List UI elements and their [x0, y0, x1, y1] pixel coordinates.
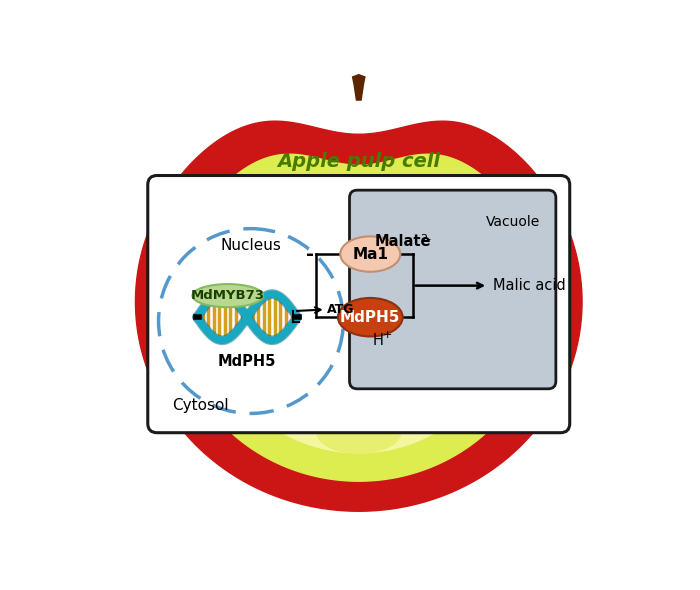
Polygon shape — [209, 183, 509, 453]
Ellipse shape — [316, 412, 401, 454]
Polygon shape — [353, 75, 365, 100]
Text: MdMYB73: MdMYB73 — [191, 289, 265, 302]
FancyBboxPatch shape — [148, 175, 570, 432]
Text: H: H — [372, 333, 384, 348]
FancyBboxPatch shape — [349, 190, 556, 389]
Text: MdPH5: MdPH5 — [218, 354, 276, 369]
Text: ATG: ATG — [327, 303, 355, 316]
Text: 2-: 2- — [420, 234, 431, 244]
Ellipse shape — [340, 237, 400, 272]
Polygon shape — [174, 154, 543, 481]
Text: Malate: Malate — [374, 234, 430, 249]
Text: Nucleus: Nucleus — [220, 238, 281, 253]
Text: +: + — [383, 330, 392, 339]
Text: Ma1: Ma1 — [352, 247, 389, 261]
Ellipse shape — [193, 284, 263, 307]
Polygon shape — [136, 121, 582, 512]
Text: MdPH5: MdPH5 — [340, 310, 400, 324]
Text: Apple pulp cell: Apple pulp cell — [277, 152, 440, 171]
Text: -: - — [306, 245, 314, 264]
Text: Malic acid: Malic acid — [493, 278, 566, 293]
Text: Vacuole: Vacuole — [486, 215, 540, 229]
Text: Cytosol: Cytosol — [172, 398, 229, 413]
Ellipse shape — [338, 298, 402, 336]
